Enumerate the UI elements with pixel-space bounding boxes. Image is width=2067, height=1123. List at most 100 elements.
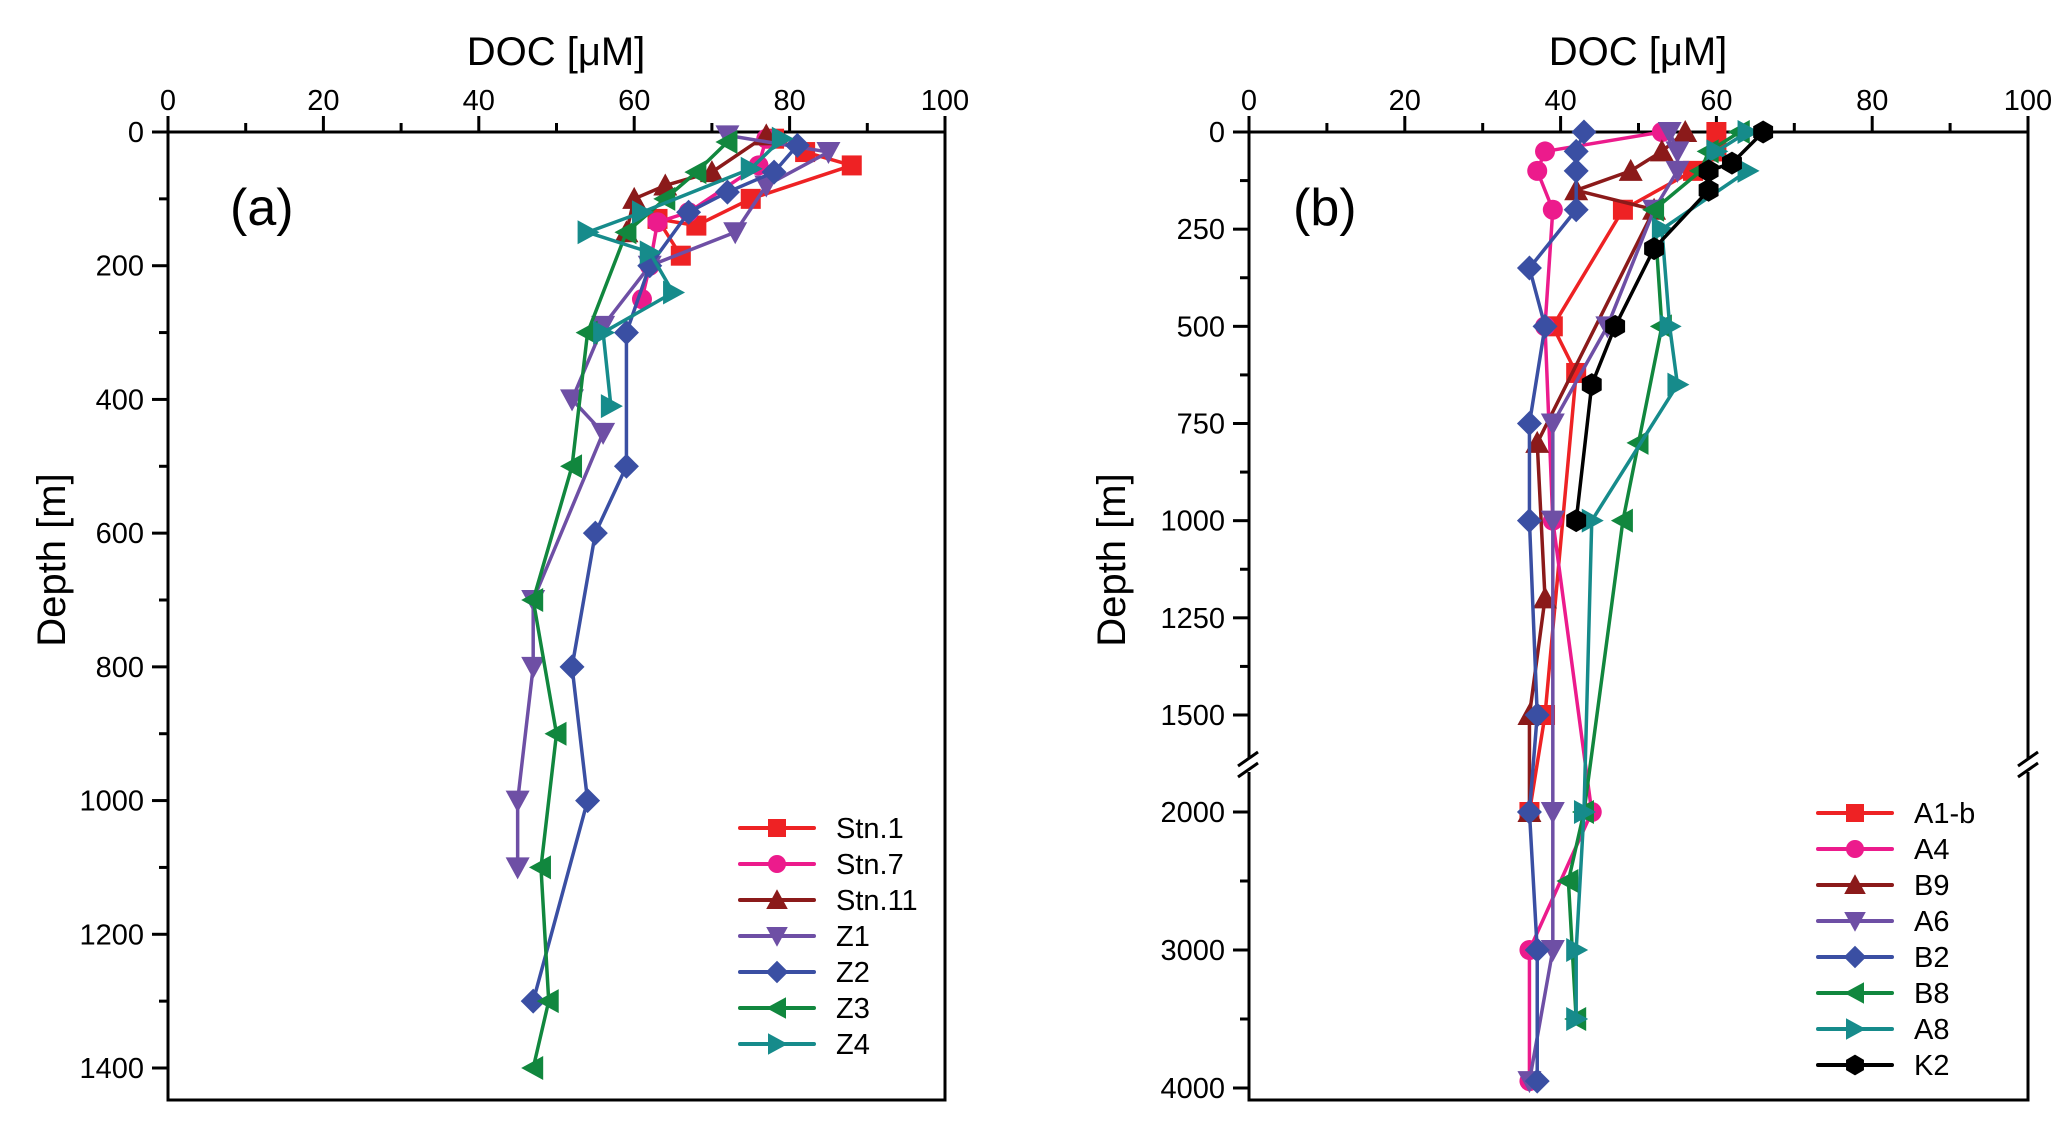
panel-a-series	[505, 123, 862, 1080]
y-tick-label: 1000	[1160, 506, 1225, 538]
panel-a-y-ticks: 0 200 400 600 800 1000 1200 1400	[79, 117, 168, 1085]
data-point	[1535, 141, 1556, 162]
data-point	[1722, 151, 1742, 175]
panel-a-label: (a)	[230, 179, 294, 237]
data-point	[1533, 586, 1558, 609]
y-tick-label: 200	[96, 251, 144, 283]
data-point	[591, 422, 616, 445]
data-point	[577, 220, 600, 245]
y-tick-label: 3000	[1160, 935, 1225, 967]
data-point	[1563, 158, 1589, 184]
data-point	[1581, 508, 1604, 533]
data-point	[1516, 255, 1542, 281]
data-point	[1706, 122, 1727, 142]
data-point	[653, 186, 676, 211]
data-point	[536, 989, 559, 1014]
data-point	[1540, 413, 1565, 436]
legend-marker	[766, 997, 786, 1019]
data-point	[505, 857, 530, 880]
axis-break-marker	[1236, 750, 2042, 779]
data-point	[1610, 508, 1633, 533]
x-tick-label: 60	[618, 85, 650, 117]
data-point	[575, 788, 601, 814]
data-point	[1527, 160, 1548, 181]
data-point	[1753, 120, 1774, 144]
data-point	[1605, 314, 1626, 338]
panel-a: 0 20 40 60 80 100 0 200 400 600 800 1000 1200 1400 D…	[30, 30, 969, 1102]
legend-label: A4	[1914, 834, 1949, 866]
legend-marker	[768, 855, 786, 873]
data-point	[600, 394, 623, 419]
data-point	[841, 155, 862, 176]
data-point	[1737, 120, 1760, 144]
legend-marker	[1846, 804, 1864, 822]
legend-label: A6	[1914, 906, 1949, 938]
series-line	[1566, 130, 1741, 1020]
legend-label: Stn.11	[836, 885, 918, 917]
legend-item: Stn.1	[738, 813, 904, 845]
data-point	[723, 222, 748, 245]
data-point	[575, 320, 598, 345]
y-tick-label: 1400	[79, 1053, 144, 1085]
legend-item: B8	[1816, 978, 1949, 1010]
data-point	[1540, 510, 1565, 533]
legend-item: Stn.7	[738, 849, 904, 881]
x-tick-label: 40	[463, 85, 495, 117]
data-point	[631, 200, 654, 225]
legend-label: A1-b	[1914, 798, 1975, 830]
panel-a-y-axis-title: Depth [m]	[30, 473, 74, 646]
y-tick-label: 1000	[79, 786, 144, 818]
panel-a-legend: Stn.1 Stn.7 Stn.11 Z1 Z2 Z3 Z4	[738, 813, 918, 1061]
panel-b-y-ticks: 0 250 500 750 1000 1250 1500 2000 3000 4000	[1160, 117, 1249, 1105]
data-point	[613, 320, 639, 346]
legend-item: B2	[1816, 942, 1949, 974]
data-point	[505, 790, 530, 813]
data-point	[544, 721, 567, 746]
panel-b: 0 20 40 60 80 100 0 250 500 750 1000 1250 1500 2000 3…	[1090, 30, 2052, 1105]
data-point	[1563, 138, 1589, 164]
data-point	[1540, 940, 1565, 962]
y-tick-label: 800	[96, 652, 144, 684]
data-point	[1698, 159, 1719, 183]
legend-item: Stn.11	[738, 885, 918, 917]
series-a6	[1517, 122, 1690, 1094]
x-tick-label: 40	[1544, 85, 1576, 117]
data-point	[1659, 314, 1682, 339]
data-point	[1524, 702, 1550, 728]
legend-marker	[1846, 1018, 1866, 1040]
panel-a-x-ticks: 0 20 40 60 80 100	[160, 85, 969, 132]
legend-item: B9	[1816, 870, 1949, 902]
y-tick-label: 600	[96, 518, 144, 550]
legend-item: Z3	[738, 993, 870, 1025]
data-point	[663, 280, 686, 305]
panel-a-x-axis-title: DOC [μM]	[467, 30, 646, 74]
x-tick-label: 0	[160, 85, 176, 117]
data-point	[1706, 139, 1729, 164]
data-point	[1566, 509, 1587, 533]
data-point	[560, 454, 583, 479]
x-tick-label: 80	[1856, 85, 1888, 117]
y-tick-label: 2000	[1160, 797, 1225, 829]
x-tick-label: 20	[307, 85, 339, 117]
data-point	[1737, 158, 1760, 183]
data-point	[1667, 372, 1690, 397]
data-point	[593, 320, 616, 345]
data-point	[1642, 197, 1665, 222]
series-k2	[1566, 120, 1774, 533]
legend-marker	[1844, 982, 1864, 1004]
legend-item: Z1	[738, 921, 870, 953]
legend-label: B9	[1914, 870, 1949, 902]
data-point	[1618, 158, 1643, 181]
data-point	[761, 159, 787, 185]
data-point	[521, 1056, 544, 1080]
legend-label: Stn.1	[836, 813, 904, 845]
legend-item: A1-b	[1816, 798, 1975, 830]
x-tick-label: 60	[1700, 85, 1732, 117]
series-z4	[577, 126, 794, 419]
y-tick-label: 500	[1177, 311, 1225, 343]
legend-label: Z2	[836, 957, 870, 989]
data-point	[521, 656, 546, 679]
y-tick-label: 0	[1209, 117, 1225, 149]
data-point	[1516, 799, 1542, 825]
